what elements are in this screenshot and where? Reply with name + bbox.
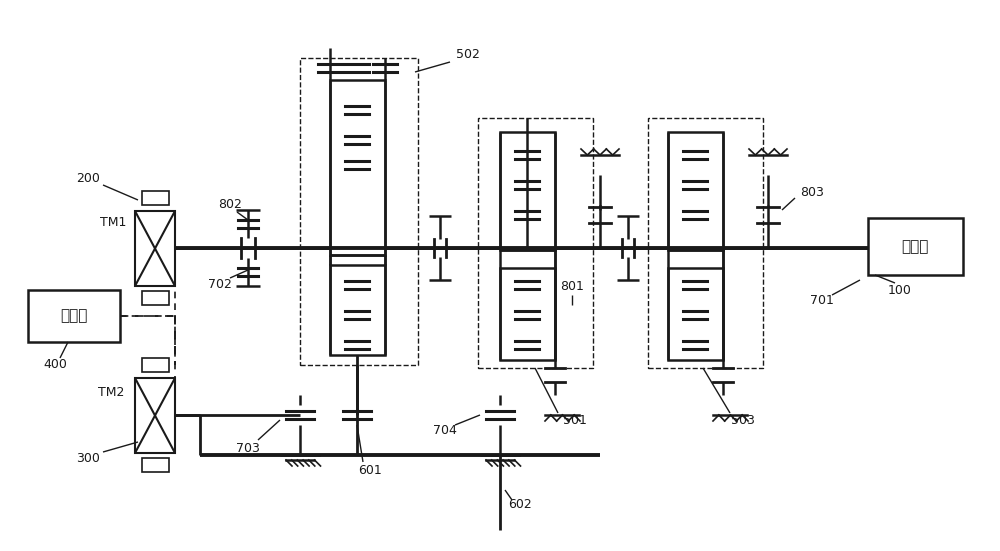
Bar [142,291,169,305]
Bar [135,211,175,286]
Bar [135,378,175,453]
Text: 电池组: 电池组 [60,309,88,323]
Bar [648,118,763,368]
Text: 803: 803 [800,186,824,198]
Text: 100: 100 [888,284,912,296]
Bar [500,268,555,360]
Bar [668,268,723,360]
Bar [330,265,385,355]
Text: 601: 601 [358,463,382,477]
Text: 801: 801 [560,280,584,294]
Bar [500,132,555,250]
Bar [28,290,120,342]
Bar [330,80,385,255]
Text: 502: 502 [456,48,480,62]
Bar [142,458,169,472]
Text: TM1: TM1 [100,215,126,229]
Text: TM2: TM2 [98,386,124,398]
Bar [478,118,593,368]
Text: 300: 300 [76,451,100,464]
Text: 602: 602 [508,499,532,511]
Text: 802: 802 [218,198,242,212]
Bar [668,132,723,250]
Text: 503: 503 [731,413,755,426]
Text: 200: 200 [76,171,100,185]
Text: 703: 703 [236,441,260,455]
Bar [142,191,169,205]
Text: 704: 704 [433,424,457,436]
Text: 400: 400 [43,359,67,371]
Text: 501: 501 [563,413,587,426]
Text: 701: 701 [810,294,834,306]
Text: 702: 702 [208,278,232,291]
Bar [868,218,963,275]
Text: 发动机: 发动机 [901,240,929,255]
Bar [300,58,418,365]
Bar [142,358,169,372]
